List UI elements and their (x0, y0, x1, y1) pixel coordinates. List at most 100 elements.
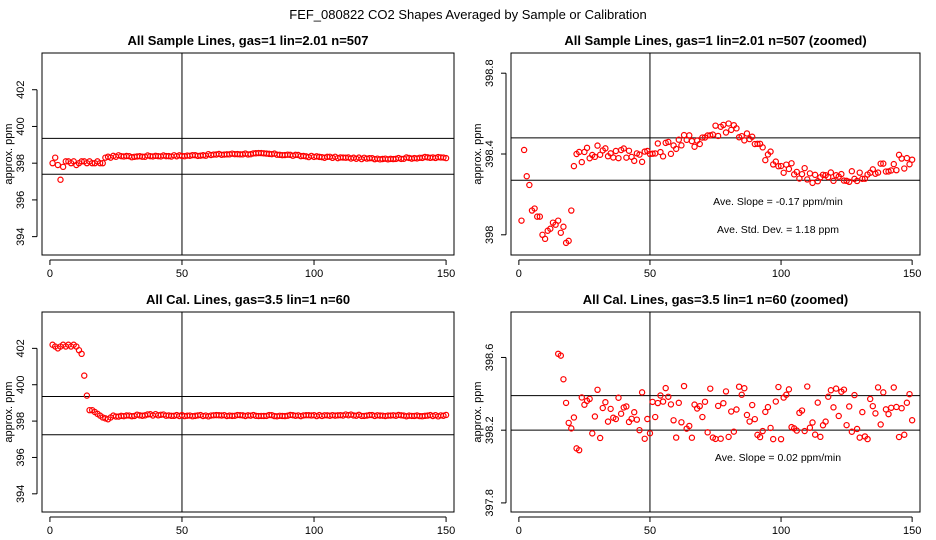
y-tick-label: 400 (15, 376, 27, 394)
data-point (659, 153, 667, 160)
x-tick-label: 50 (176, 525, 188, 537)
data-point (714, 402, 722, 410)
data-point (859, 175, 866, 182)
x-tick-label: 150 (437, 525, 455, 537)
data-point (877, 160, 884, 167)
data-point (589, 430, 596, 437)
data-point (651, 413, 659, 421)
data-point (775, 383, 782, 391)
x-tick-label: 0 (516, 525, 522, 537)
data-point (856, 169, 863, 176)
data-point (667, 401, 675, 408)
data-point (662, 384, 669, 392)
data-point (893, 403, 900, 411)
data-point (825, 393, 832, 400)
data-point (596, 434, 604, 442)
panel-4: All Cal. Lines, gas=3.5 lin=1 n=60 (zoom… (472, 292, 921, 537)
data-point (722, 388, 730, 395)
data-point (848, 168, 856, 175)
data-point (788, 160, 795, 167)
y-axis-label: approx. ppm (3, 381, 15, 442)
data-point (620, 145, 627, 152)
data-point (714, 132, 722, 140)
data-point (741, 385, 748, 392)
data-point (557, 352, 565, 359)
data-point (610, 154, 617, 161)
x-tick-label: 100 (305, 525, 323, 537)
data-point (772, 398, 780, 405)
data-point (785, 165, 793, 173)
data-point (901, 165, 908, 172)
data-point (730, 428, 738, 435)
data-point (798, 407, 806, 414)
data-point (557, 229, 565, 236)
data-point (890, 160, 897, 168)
data-point (722, 129, 730, 136)
data-point (560, 376, 567, 383)
data-point (769, 435, 777, 443)
y-tick-label: 400 (15, 117, 27, 135)
data-point (783, 391, 790, 398)
data-point (809, 179, 816, 187)
data-point (743, 130, 751, 137)
data-point (759, 427, 766, 435)
data-point (804, 176, 811, 183)
data-point (568, 425, 575, 432)
data-point (835, 412, 842, 420)
data-point (665, 138, 672, 146)
data-point (659, 398, 667, 405)
y-tick-label: 398.6 (484, 344, 496, 372)
y-tick-label: 398 (15, 154, 27, 172)
data-point (866, 395, 874, 403)
data-point (442, 154, 450, 162)
data-point (696, 402, 703, 410)
plot-frame (510, 311, 921, 513)
data-point (830, 177, 837, 185)
data-point (872, 410, 879, 417)
y-tick-label: 402 (15, 81, 27, 99)
data-point (570, 162, 578, 170)
y-tick-label: 398 (15, 412, 27, 430)
data-point (562, 399, 570, 407)
data-point (903, 154, 911, 162)
data-point (604, 418, 612, 425)
data-point (625, 147, 633, 154)
data-point (746, 418, 753, 425)
data-point (869, 402, 877, 410)
data-point (57, 176, 64, 183)
data-point (903, 399, 911, 406)
data-point (767, 148, 774, 155)
data-point (638, 389, 646, 396)
data-point (520, 146, 528, 154)
x-tick-label: 100 (305, 268, 323, 280)
y-axis-label: approx. ppm (472, 381, 484, 442)
data-point (772, 158, 780, 165)
data-point (838, 170, 845, 178)
data-point (793, 427, 800, 434)
data-point (591, 413, 599, 420)
plot-frame (510, 52, 921, 256)
data-point (811, 431, 819, 438)
data-point (680, 382, 688, 390)
data-point (547, 225, 554, 232)
data-point (688, 434, 696, 441)
data-point (901, 431, 908, 438)
data-point (560, 223, 567, 230)
data-point (678, 419, 685, 426)
y-tick-label: 398.2 (484, 416, 496, 444)
data-point (586, 395, 593, 403)
data-point (741, 137, 748, 144)
y-tick-label: 394 (15, 227, 27, 245)
data-point (728, 408, 735, 415)
y-tick-label: 398.8 (484, 59, 496, 87)
data-point (877, 421, 884, 428)
data-point (827, 169, 835, 176)
data-point (906, 161, 913, 168)
data-point (641, 148, 648, 155)
data-point (591, 153, 599, 161)
data-point (631, 409, 638, 416)
x-tick-label: 150 (903, 525, 921, 537)
data-point (735, 383, 743, 390)
data-point (641, 435, 648, 442)
data-point (78, 158, 85, 165)
